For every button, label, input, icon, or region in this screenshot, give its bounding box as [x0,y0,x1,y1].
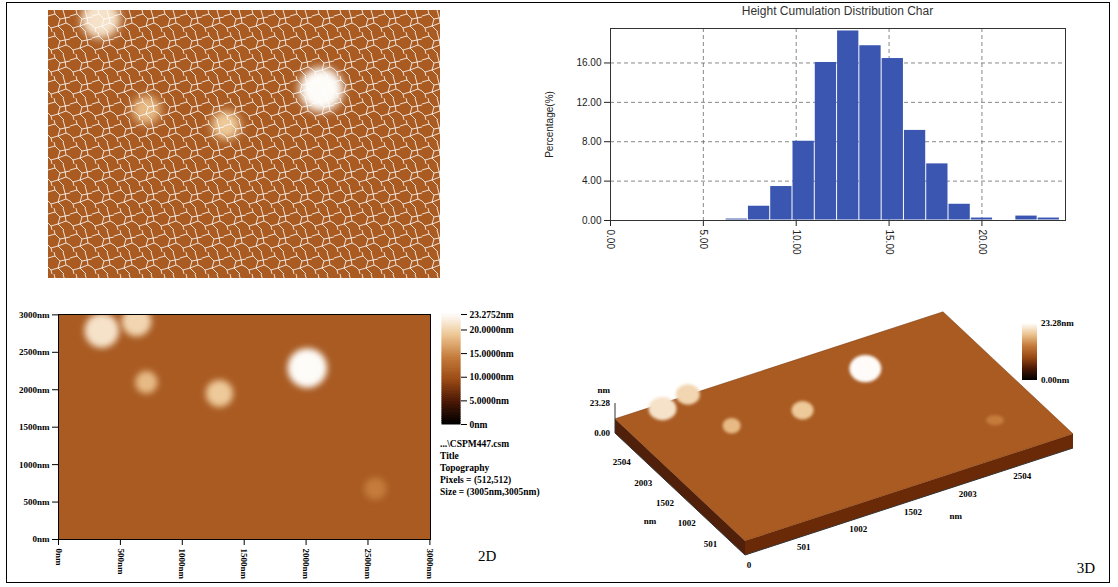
svg-text:2000nm: 2000nm [19,385,50,395]
svg-text:3000nm: 3000nm [19,310,50,320]
svg-text:20.0000nm: 20.0000nm [470,325,514,335]
svg-text:1000nm: 1000nm [177,549,187,580]
svg-text:10.00: 10.00 [791,230,802,255]
svg-text:0nm: 0nm [54,549,64,567]
svg-text:0.00: 0.00 [594,428,610,438]
svg-text:3D: 3D [1077,560,1096,576]
svg-text:2003: 2003 [634,478,653,488]
html-text:Size = (3005nm,3005nm): Size = (3005nm,3005nm) [440,487,540,497]
svg-text:4.00: 4.00 [582,175,602,186]
svg-text:2500nm: 2500nm [363,549,373,580]
svg-text:nm: nm [644,516,657,526]
html-text:Topography: Topography [440,463,490,473]
svg-text:1502: 1502 [904,507,923,517]
svg-text:501: 501 [704,539,718,549]
svg-text:nm: nm [950,511,963,521]
svg-text:3000nm: 3000nm [425,549,435,580]
svg-text:nm: nm [597,385,610,395]
svg-text:Percentage(%): Percentage(%) [544,91,555,158]
svg-text:2504: 2504 [613,457,632,467]
svg-text:5.0000nm: 5.0000nm [470,396,509,406]
html-text:2D: 2D [478,548,497,564]
svg-text:16.00: 16.00 [576,57,601,68]
svg-text:1002: 1002 [678,518,697,528]
svg-text:500nm: 500nm [116,549,126,576]
svg-text:1000nm: 1000nm [19,460,50,470]
svg-text:23.28: 23.28 [590,398,611,408]
svg-text:10.0000nm: 10.0000nm [470,372,514,382]
svg-text:23.28nm: 23.28nm [1041,318,1074,328]
svg-text:15.00: 15.00 [884,230,895,255]
svg-text:12.00: 12.00 [576,97,601,108]
svg-text:0.00: 0.00 [605,230,616,250]
html-text:Pixels = (512,512): Pixels = (512,512) [440,475,512,485]
html-text:Height Cumulation Distribution: Height Cumulation Distribution Char [741,4,934,18]
svg-text:2504: 2504 [1013,471,1032,481]
svg-text:15.0000nm: 15.0000nm [470,349,514,359]
svg-text:500nm: 500nm [23,497,50,507]
svg-text:0: 0 [747,560,752,570]
svg-text:0nm: 0nm [32,534,50,544]
svg-text:8.00: 8.00 [582,136,602,147]
svg-text:5.00: 5.00 [698,230,709,250]
svg-text:2003: 2003 [959,489,978,499]
svg-text:0.00nm: 0.00nm [1041,375,1070,385]
svg-text:20.00: 20.00 [977,230,988,255]
svg-text:1502: 1502 [656,498,675,508]
svg-text:1500nm: 1500nm [239,549,249,580]
svg-text:501: 501 [797,542,811,552]
svg-text:2000nm: 2000nm [301,549,311,580]
svg-text:1500nm: 1500nm [19,422,50,432]
svg-text:23.2752nm: 23.2752nm [470,310,514,320]
html-text:Title: Title [440,451,459,461]
svg-text:0.00: 0.00 [582,215,602,226]
svg-text:1002: 1002 [849,524,868,534]
html-text:...\CSPM447.csm: ...\CSPM447.csm [440,439,510,449]
svg-text:0nm: 0nm [470,420,488,430]
svg-text:2500nm: 2500nm [19,347,50,357]
